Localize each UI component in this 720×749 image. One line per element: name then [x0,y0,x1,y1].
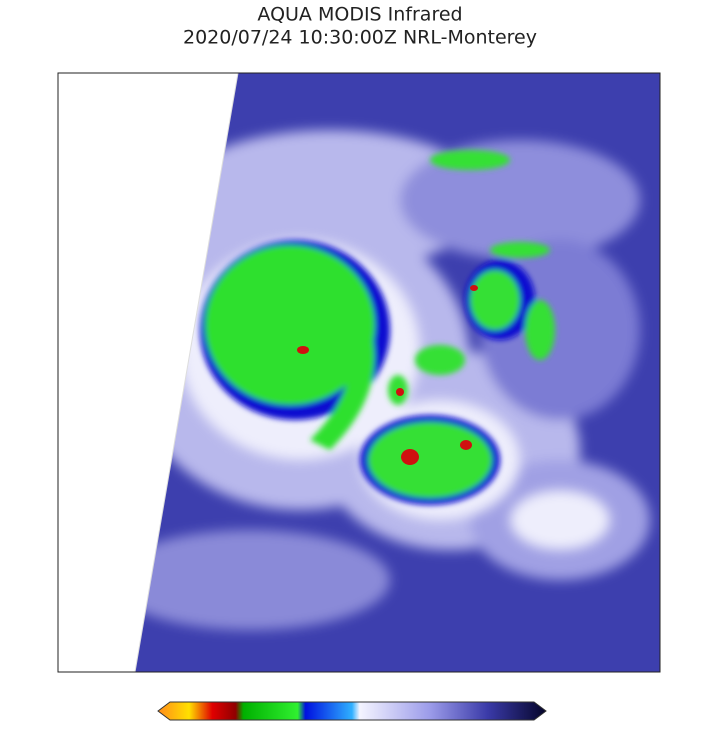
subtitle: 2020/07/24 10:30:00Z NRL-Monterey [183,27,537,49]
satellite-image [57,72,661,673]
title: AQUA MODIS Infrared [257,4,462,26]
colorbar [157,701,547,721]
